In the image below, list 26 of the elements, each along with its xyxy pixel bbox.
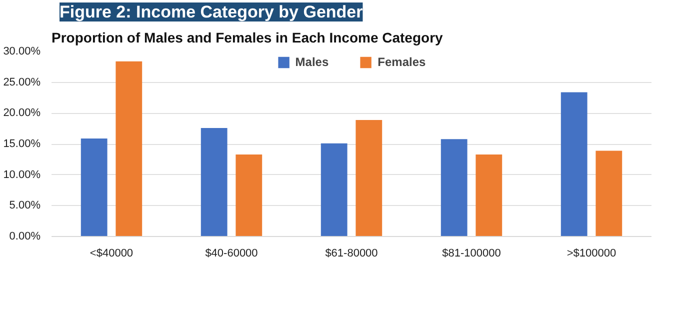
chart-title: Figure 2: Income Category by Gender [60,2,364,22]
y-tick-label: 5.00% [9,200,41,212]
bar [80,138,108,236]
bar [116,61,142,236]
bar [560,92,588,236]
x-tick-label: >$100000 [566,248,616,260]
y-tick-label: 25.00% [3,76,41,88]
chart-subtitle: Proportion of Males and Females in Each Income Category [52,30,444,46]
x-tick-label: $61-80000 [325,248,378,260]
bar [596,150,622,236]
x-tick-label: $40-60000 [205,248,258,260]
legend-label: Males [295,55,329,69]
bar [440,139,468,236]
y-tick-label: 30.00% [3,46,41,58]
bar [200,128,228,236]
y-tick-label: 10.00% [3,168,41,181]
y-tick-label: 15.00% [3,138,41,150]
y-tick-label: 0.00% [9,230,41,242]
x-tick-label: $81-100000 [442,248,501,260]
bar [476,154,502,236]
bar [320,143,348,236]
legend-label: Females [378,55,426,69]
y-tick-label: 20.00% [3,107,41,120]
x-tick-label: <$40000 [90,248,134,260]
bar [356,120,382,236]
bar [236,154,262,236]
